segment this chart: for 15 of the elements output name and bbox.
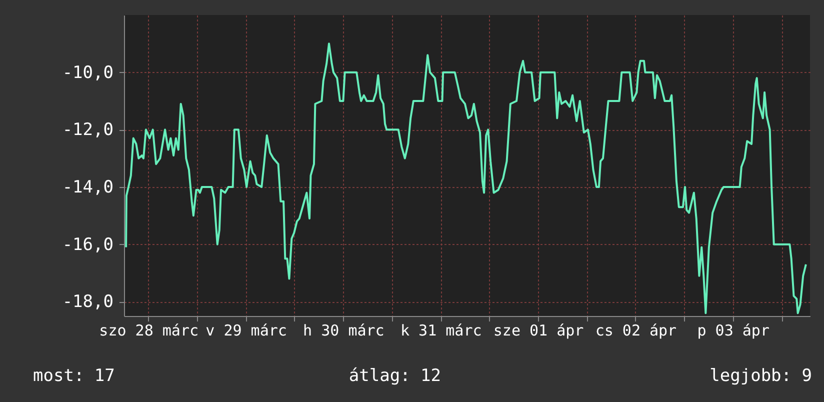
text: most: 17	[33, 366, 115, 386]
x-tick-label: cs 02 ápr	[595, 322, 677, 340]
y-tick-label: -16,0	[62, 234, 114, 255]
x-tick-label: szo 28 márc	[99, 322, 199, 340]
y-tick-label: -10,0	[62, 62, 114, 83]
text: átlag: 12	[348, 366, 442, 386]
y-tick-label: -14,0	[62, 178, 114, 198]
x-tick-label: h 30 márc	[303, 322, 384, 340]
x-tick-label: k 31 márc	[400, 322, 482, 340]
x-tick-label: sze 01 ápr	[493, 322, 584, 340]
y-tick-label: -12,0	[62, 120, 114, 140]
x-tick-label: v 29 márc	[206, 322, 287, 340]
x-tick-label: p 03 ápr	[697, 322, 770, 340]
text: legjobb: 9	[710, 366, 812, 386]
y-tick-label: -18,0	[62, 292, 114, 312]
